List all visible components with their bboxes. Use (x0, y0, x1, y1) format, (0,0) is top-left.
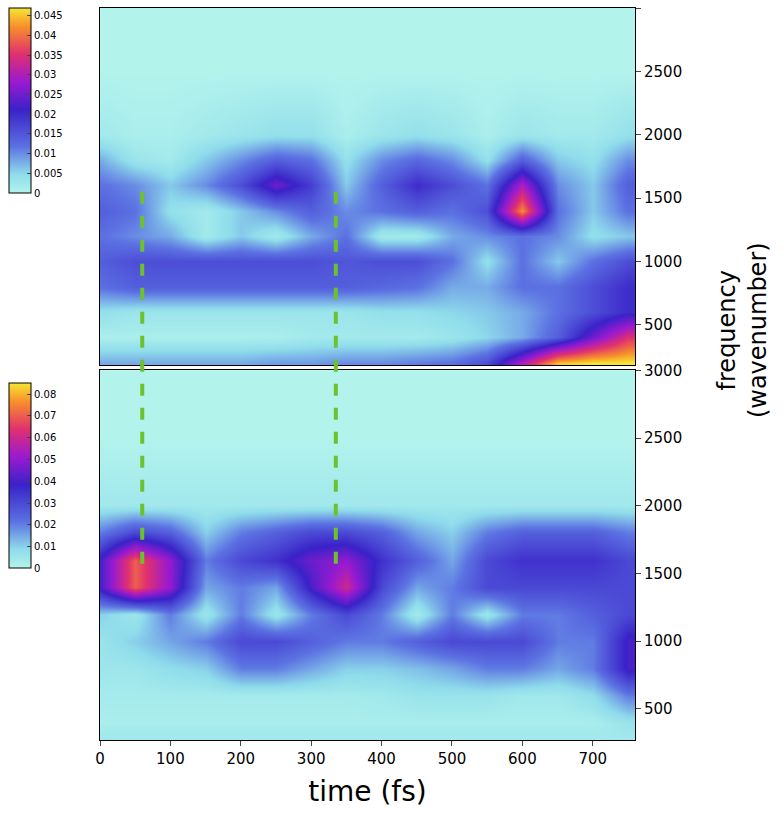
svg-text:0.005: 0.005 (34, 168, 63, 179)
svg-text:0.05: 0.05 (34, 454, 56, 465)
svg-text:0.04: 0.04 (34, 30, 56, 41)
svg-text:2000: 2000 (644, 126, 682, 144)
svg-text:2500: 2500 (644, 429, 682, 447)
svg-text:0.045: 0.045 (34, 10, 63, 21)
svg-text:200: 200 (226, 750, 255, 768)
svg-text:300: 300 (297, 750, 326, 768)
svg-text:1000: 1000 (644, 632, 682, 650)
svg-text:0.015: 0.015 (34, 128, 63, 139)
svg-text:600: 600 (508, 750, 537, 768)
svg-text:0.035: 0.035 (34, 50, 63, 61)
svg-text:0.07: 0.07 (34, 410, 56, 421)
svg-text:1000: 1000 (644, 253, 682, 271)
svg-text:2500: 2500 (644, 63, 682, 81)
svg-text:1500: 1500 (644, 565, 682, 583)
svg-text:500: 500 (644, 316, 673, 334)
svg-text:0.03: 0.03 (34, 498, 56, 509)
svg-text:0.02: 0.02 (34, 519, 56, 530)
svg-text:0.06: 0.06 (34, 432, 56, 443)
svg-text:0.01: 0.01 (34, 541, 56, 552)
svg-text:frequency(wavenumber): frequency(wavenumber) (713, 242, 772, 418)
svg-text:700: 700 (578, 750, 607, 768)
svg-text:0: 0 (34, 188, 40, 199)
svg-text:time (fs): time (fs) (308, 775, 426, 808)
svg-text:100: 100 (156, 750, 185, 768)
svg-text:2000: 2000 (644, 497, 682, 515)
svg-text:0: 0 (95, 750, 105, 768)
svg-text:400: 400 (367, 750, 396, 768)
svg-text:1500: 1500 (644, 189, 682, 207)
svg-text:3000: 3000 (644, 362, 682, 380)
svg-text:500: 500 (644, 700, 673, 718)
svg-text:0.04: 0.04 (34, 476, 56, 487)
svg-text:0.08: 0.08 (34, 389, 56, 400)
svg-text:0.01: 0.01 (34, 148, 56, 159)
svg-text:500: 500 (438, 750, 467, 768)
svg-text:0.03: 0.03 (34, 69, 56, 80)
svg-text:0: 0 (34, 563, 40, 574)
svg-text:0.025: 0.025 (34, 89, 63, 100)
svg-text:0.02: 0.02 (34, 109, 56, 120)
